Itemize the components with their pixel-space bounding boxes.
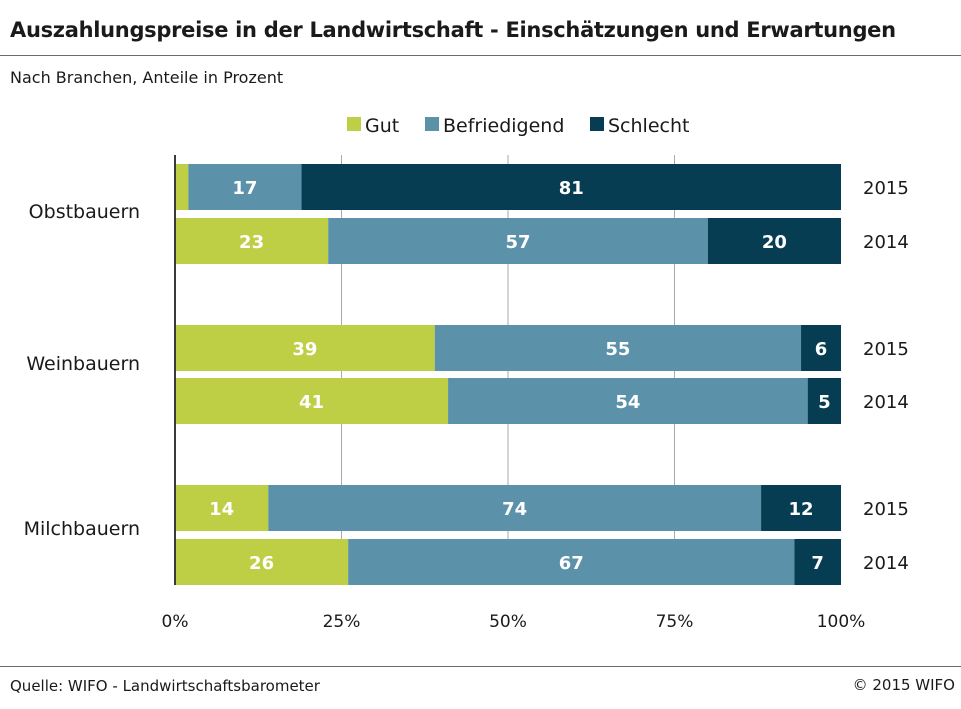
data-label: 7 [811, 553, 824, 574]
data-label: 20 [762, 232, 787, 253]
bar-segment-schlecht [301, 164, 841, 210]
legend-label-befriedigend: Befriedigend [443, 115, 564, 137]
data-label: 81 [559, 178, 584, 199]
footer-divider [0, 666, 961, 667]
copyright-note: © 2015 WIFO [852, 676, 955, 694]
data-label: 23 [239, 232, 264, 253]
legend-swatch-gut [347, 117, 361, 131]
legend-swatch-befriedigend [425, 117, 439, 131]
bar-segment-befriedigend [348, 539, 795, 585]
data-label: 12 [789, 499, 814, 520]
data-label: 39 [292, 339, 317, 360]
bar-segment-gut [175, 325, 435, 371]
bar-segment-schlecht [707, 218, 841, 264]
x-tick-label: 0% [162, 612, 189, 632]
bar-segment-schlecht [794, 539, 841, 585]
year-label: 2015 [863, 178, 909, 199]
bar-segment-befriedigend [328, 218, 708, 264]
bar-segment-gut [175, 485, 269, 531]
x-tick-label: 75% [656, 612, 694, 632]
bar-segment-gut [175, 164, 189, 210]
bar-segment-gut [175, 539, 349, 585]
data-label: 74 [502, 499, 527, 520]
bar-segment-schlecht [807, 378, 841, 424]
data-label: 67 [559, 553, 584, 574]
chart-title: Auszahlungspreise in der Landwirtschaft … [10, 18, 896, 42]
legend-swatch-schlecht [590, 117, 604, 131]
x-tick-label: 25% [323, 612, 361, 632]
title-divider [0, 55, 961, 56]
chart-subtitle: Nach Branchen, Anteile in Prozent [10, 68, 284, 87]
data-label: 17 [232, 178, 257, 199]
data-label: 26 [249, 553, 274, 574]
year-label: 2014 [863, 232, 909, 253]
year-label: 2014 [863, 392, 909, 413]
data-label: 57 [505, 232, 530, 253]
year-label: 2014 [863, 553, 909, 574]
source-note: Quelle: WIFO - Landwirtschaftsbarometer [10, 677, 320, 695]
data-label: 54 [615, 392, 640, 413]
data-label: 5 [818, 392, 831, 413]
bar-segment-befriedigend [434, 325, 802, 371]
bar-segment-schlecht [801, 325, 841, 371]
year-label: 2015 [863, 339, 909, 360]
legend-label-gut: Gut [365, 115, 399, 137]
legend-label-schlecht: Schlecht [608, 115, 689, 137]
data-label: 55 [605, 339, 630, 360]
bar-segment-gut [175, 218, 329, 264]
data-label: 6 [815, 339, 828, 360]
data-label: 14 [209, 499, 234, 520]
year-label: 2015 [863, 499, 909, 520]
bar-segment-befriedigend [448, 378, 808, 424]
x-tick-label: 100% [817, 612, 866, 632]
x-tick-label: 50% [489, 612, 527, 632]
data-label: 41 [299, 392, 324, 413]
bar-segment-befriedigend [268, 485, 762, 531]
category-label: Weinbauern [26, 353, 140, 375]
category-label: Obstbauern [29, 201, 140, 223]
bar-segment-schlecht [761, 485, 841, 531]
category-label: Milchbauern [24, 518, 140, 540]
bar-segment-gut [175, 378, 449, 424]
bar-segment-befriedigend [188, 164, 302, 210]
